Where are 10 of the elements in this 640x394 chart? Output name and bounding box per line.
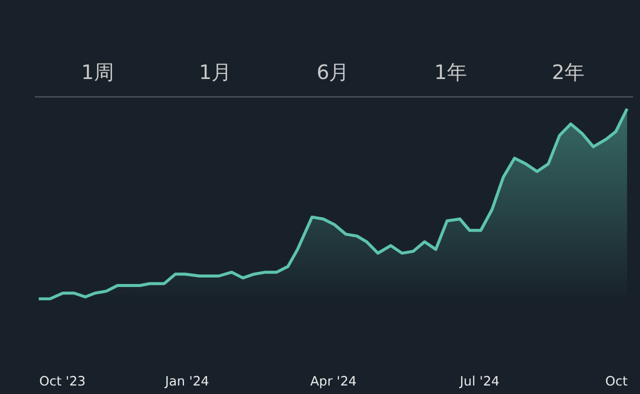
text: 6月 xyxy=(316,60,350,84)
text: 1年 xyxy=(434,60,467,84)
text: 1月 xyxy=(198,60,232,84)
x-tick-label: Oct '23 xyxy=(39,374,86,390)
x-tick-label: Apr '24 xyxy=(310,374,357,390)
text: 2年 xyxy=(552,60,585,84)
x-tick-label: Jan '24 xyxy=(164,374,210,390)
x-tick-label: Oct xyxy=(605,374,628,390)
x-tick-label: Jul '24 xyxy=(458,374,500,390)
text: 1周 xyxy=(81,60,114,84)
